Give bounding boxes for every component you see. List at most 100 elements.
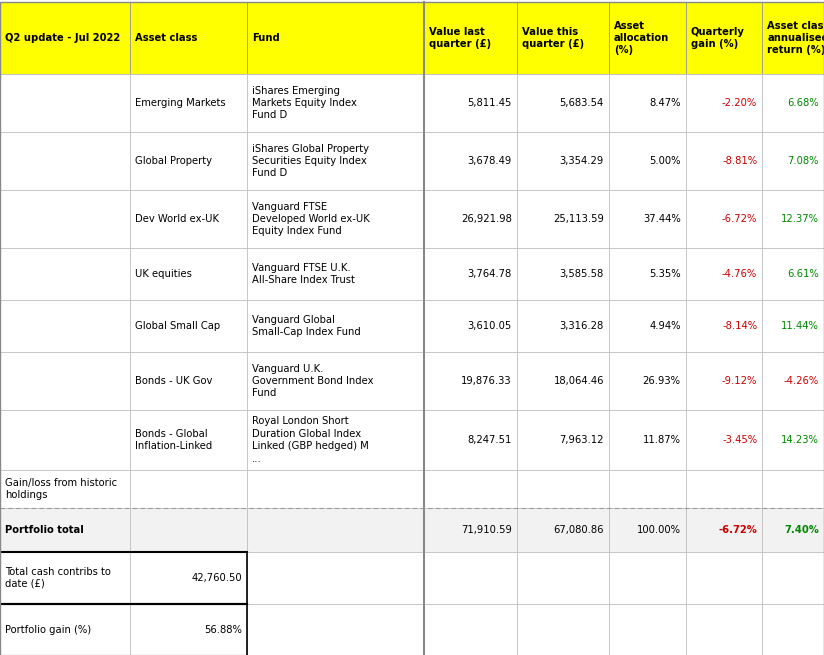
Bar <box>247 552 424 604</box>
Text: -3.45%: -3.45% <box>722 435 757 445</box>
Text: 11.44%: 11.44% <box>781 321 819 331</box>
Bar <box>0 552 130 604</box>
Bar <box>247 132 424 190</box>
Bar <box>130 248 247 300</box>
Bar <box>0 132 130 190</box>
Bar <box>424 552 517 604</box>
Bar <box>686 552 762 604</box>
Text: 37.44%: 37.44% <box>643 214 681 224</box>
Text: Fund: Fund <box>252 33 280 43</box>
Text: 5,683.54: 5,683.54 <box>559 98 604 108</box>
Bar <box>762 248 824 300</box>
Text: 25,113.59: 25,113.59 <box>553 214 604 224</box>
Bar <box>517 410 609 470</box>
Bar <box>424 352 517 410</box>
Bar <box>609 2 686 74</box>
Text: Value last
quarter (£): Value last quarter (£) <box>429 28 491 49</box>
Bar <box>762 470 824 508</box>
Text: -4.26%: -4.26% <box>784 376 819 386</box>
Text: 8.47%: 8.47% <box>649 98 681 108</box>
Bar <box>0 470 130 508</box>
Text: Asset class
annualised
return (%): Asset class annualised return (%) <box>767 22 824 54</box>
Text: 6.61%: 6.61% <box>787 269 819 279</box>
Bar <box>686 352 762 410</box>
Text: 26.93%: 26.93% <box>643 376 681 386</box>
Text: 100.00%: 100.00% <box>637 525 681 535</box>
Bar <box>517 74 609 132</box>
Text: -8.14%: -8.14% <box>722 321 757 331</box>
Bar <box>517 190 609 248</box>
Bar <box>0 248 130 300</box>
Bar <box>686 470 762 508</box>
Text: Vanguard FTSE
Developed World ex-UK
Equity Index Fund: Vanguard FTSE Developed World ex-UK Equi… <box>252 202 370 236</box>
Bar <box>424 508 517 552</box>
Bar <box>762 552 824 604</box>
Text: Bonds - Global
Inflation-Linked: Bonds - Global Inflation-Linked <box>135 429 213 451</box>
Text: Bonds - UK Gov: Bonds - UK Gov <box>135 376 213 386</box>
Text: 18,064.46: 18,064.46 <box>554 376 604 386</box>
Text: Value this
quarter (£): Value this quarter (£) <box>522 28 583 49</box>
Text: Quarterly
gain (%): Quarterly gain (%) <box>691 28 744 49</box>
Bar <box>247 604 424 655</box>
Bar <box>762 300 824 352</box>
Text: 3,764.78: 3,764.78 <box>467 269 512 279</box>
Text: 3,610.05: 3,610.05 <box>467 321 512 331</box>
Bar <box>762 74 824 132</box>
Bar <box>130 74 247 132</box>
Text: 56.88%: 56.88% <box>204 625 242 635</box>
Text: Q2 update - Jul 2022: Q2 update - Jul 2022 <box>5 33 120 43</box>
Text: 11.87%: 11.87% <box>643 435 681 445</box>
Bar <box>130 352 247 410</box>
Text: 7.40%: 7.40% <box>784 525 819 535</box>
Bar <box>0 74 130 132</box>
Bar <box>247 248 424 300</box>
Bar <box>130 2 247 74</box>
Bar <box>424 300 517 352</box>
Bar <box>0 410 130 470</box>
Bar <box>0 508 130 552</box>
Bar <box>130 508 247 552</box>
Bar <box>609 552 686 604</box>
Bar <box>517 300 609 352</box>
Bar <box>609 190 686 248</box>
Text: Vanguard FTSE U.K.
All-Share Index Trust: Vanguard FTSE U.K. All-Share Index Trust <box>252 263 355 285</box>
Bar <box>686 300 762 352</box>
Bar <box>247 470 424 508</box>
Bar <box>517 248 609 300</box>
Text: -9.12%: -9.12% <box>722 376 757 386</box>
Bar <box>247 74 424 132</box>
Bar <box>130 132 247 190</box>
Text: -6.72%: -6.72% <box>722 214 757 224</box>
Bar <box>609 248 686 300</box>
Text: 4.94%: 4.94% <box>649 321 681 331</box>
Bar <box>424 410 517 470</box>
Text: Global Property: Global Property <box>135 156 213 166</box>
Text: 26,921.98: 26,921.98 <box>461 214 512 224</box>
Text: 8,247.51: 8,247.51 <box>467 435 512 445</box>
Text: 12.37%: 12.37% <box>781 214 819 224</box>
Text: 7.08%: 7.08% <box>788 156 819 166</box>
Bar <box>424 2 517 74</box>
Text: Asset class: Asset class <box>135 33 198 43</box>
Bar <box>686 248 762 300</box>
Bar <box>517 352 609 410</box>
Bar <box>517 552 609 604</box>
Bar <box>130 190 247 248</box>
Bar <box>130 604 247 655</box>
Text: -2.20%: -2.20% <box>722 98 757 108</box>
Bar <box>424 190 517 248</box>
Bar <box>517 508 609 552</box>
Bar <box>247 352 424 410</box>
Bar <box>424 248 517 300</box>
Bar <box>0 2 130 74</box>
Bar <box>609 74 686 132</box>
Text: Dev World ex-UK: Dev World ex-UK <box>135 214 219 224</box>
Text: Vanguard U.K.
Government Bond Index
Fund: Vanguard U.K. Government Bond Index Fund <box>252 364 374 398</box>
Bar <box>517 132 609 190</box>
Bar <box>609 410 686 470</box>
Text: 6.68%: 6.68% <box>788 98 819 108</box>
Text: iShares Global Property
Securities Equity Index
Fund D: iShares Global Property Securities Equit… <box>252 143 369 178</box>
Text: 42,760.50: 42,760.50 <box>191 573 242 583</box>
Bar <box>609 352 686 410</box>
Bar <box>247 410 424 470</box>
